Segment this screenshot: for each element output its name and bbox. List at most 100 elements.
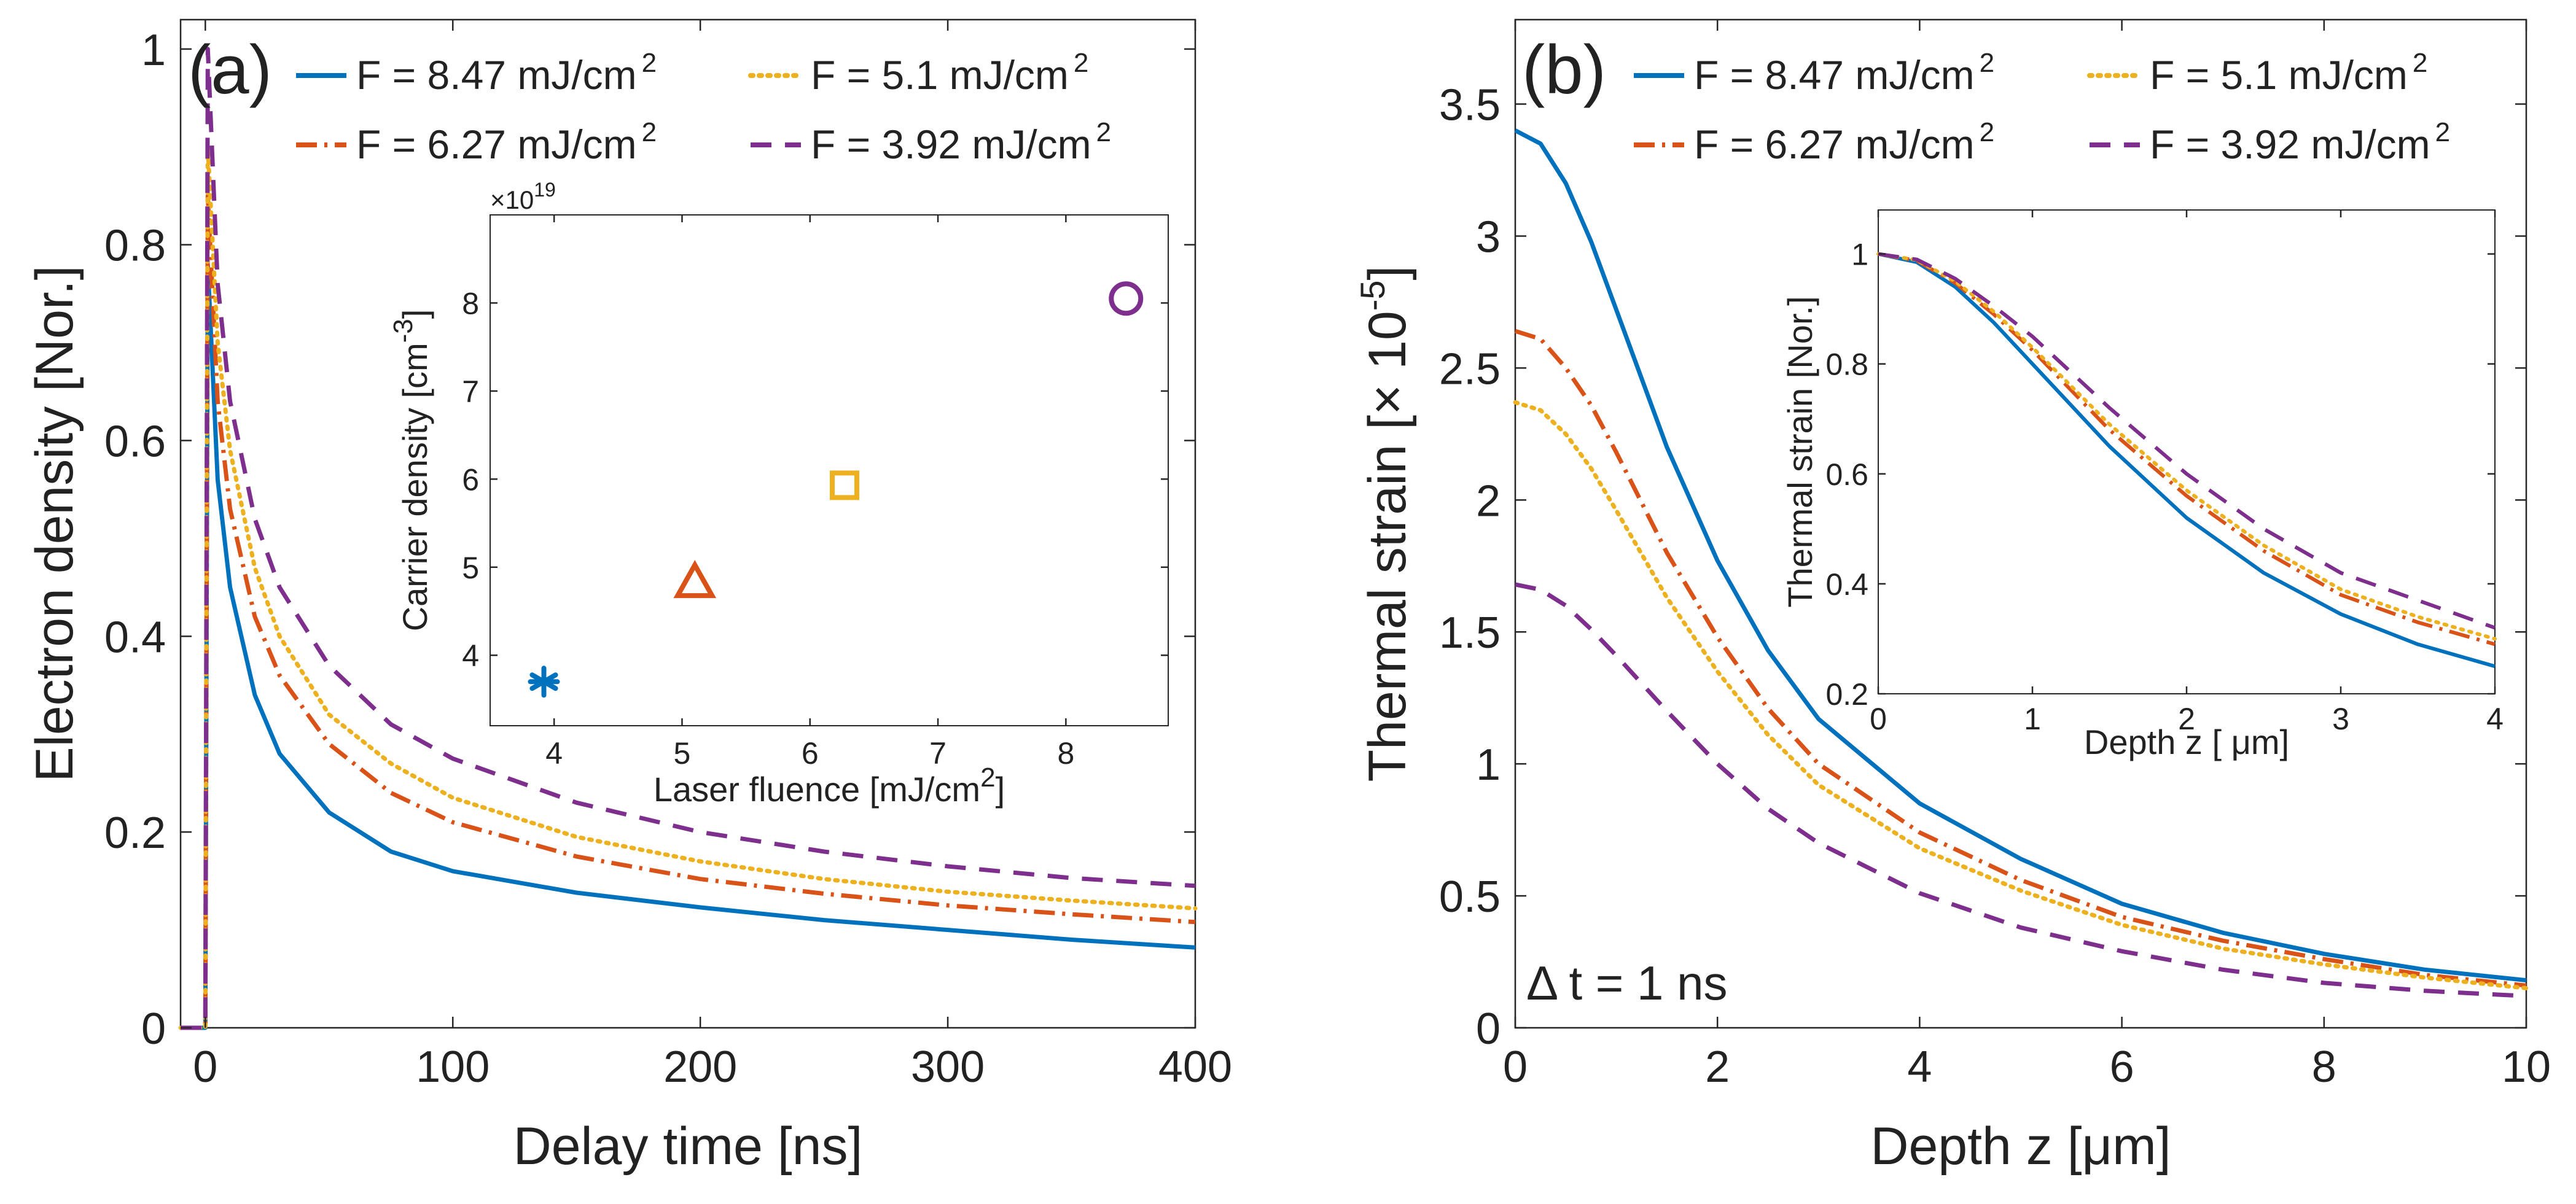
y-tick-label: 1.5 — [1439, 608, 1501, 658]
panel-b-inset-x-axis-title: Depth z [ μm] — [2084, 723, 2289, 761]
series-line-yellow — [178, 144, 1198, 1030]
panel-b-series-group — [1513, 128, 2529, 998]
panel-a-label: (a) — [188, 31, 272, 108]
inset-y-tick-label: 0.2 — [1825, 677, 1868, 712]
y-tick-label: 3 — [1476, 212, 1501, 262]
inset-y-tick-label: 1 — [1851, 238, 1868, 272]
y-tick-label: 2 — [1476, 476, 1501, 526]
panel-b-inset-series-group — [1876, 252, 2497, 669]
panel-b-inset-plot-area — [1878, 209, 2496, 694]
x-tick-label: 10 — [2502, 1043, 2551, 1092]
panel-b-inset: 0 1 2 3 4 0.2 0.4 0.6 0.8 1 Depth z [ μm] Therma… — [1781, 209, 2504, 761]
panel-b-legend: F = 8.47 mJ/cm 2 F = 5.1 mJ/cm 2 F = 6.27 mJ… — [1634, 48, 2450, 167]
panel-a-inset-y-ticks: 4 5 6 7 8 — [462, 286, 1168, 673]
inset-x-tick-label: 4 — [545, 736, 563, 771]
inset-x-tick-label: 0 — [1870, 702, 1887, 736]
inset-y-tick-label: 4 — [462, 639, 479, 673]
x-tick-label: 2 — [1705, 1043, 1730, 1092]
marker-triangle — [673, 559, 717, 599]
panel-b-x-axis-title: Depth z [μm] — [1870, 1117, 2171, 1176]
x-tick-label: 0 — [1503, 1043, 1528, 1092]
panel-b-y-ticks: 0 0.5 1 1.5 2 2.5 3 3.5 — [1439, 81, 2526, 1054]
panel-b-annotation: Δ t = 1 ns — [1526, 956, 1727, 1010]
legend-entry: F = 8.47 mJ/cm 2 — [1694, 48, 1994, 98]
marker-circle — [1109, 281, 1144, 316]
inset-x-tick-label: 6 — [802, 736, 819, 771]
panel-b-inset-x-ticks: 0 1 2 3 4 — [1870, 210, 2504, 736]
series-line-purple — [181, 47, 1196, 1030]
y-tick-label: 1 — [1476, 740, 1501, 790]
marker-square — [829, 470, 859, 500]
x-tick-label: 4 — [1907, 1043, 1932, 1092]
x-tick-label: 200 — [663, 1043, 737, 1092]
inset-series-line-yellow — [1876, 252, 2497, 641]
panel-a-legend: F = 8.47 mJ/cm 2 F = 5.1 mJ/cm 2 F = 6.27 mJ… — [296, 48, 1111, 167]
series-line-blue — [181, 262, 1196, 1030]
series-line-yellow — [1513, 400, 2529, 990]
panel-b-inset-y-axis-title: Thermal strain [Nor.] — [1781, 296, 1819, 607]
series-line-orange — [181, 193, 1196, 1030]
y-tick-label: 0.8 — [104, 222, 166, 271]
inset-x-tick-label: 1 — [2024, 702, 2041, 736]
legend-entry: F = 8.47 mJ/cm 2 — [356, 48, 657, 98]
inset-x-tick-label: 2 — [2178, 702, 2195, 736]
inset-y-tick-label: 0.8 — [1825, 348, 1868, 382]
panel-a-inset-x-axis-title: Laser fluence [mJ/cm2] — [654, 763, 1005, 809]
inset-x-tick-label: 5 — [674, 736, 691, 771]
panel-a-inset: 4 5 6 7 8 4 5 6 7 8 Laser fluence [mJ/cm2] Carri… — [388, 179, 1169, 809]
panel-b-inset-y-ticks: 0.2 0.4 0.6 0.8 1 — [1825, 238, 2495, 712]
x-tick-label: 400 — [1158, 1043, 1232, 1092]
legend-entry: F = 6.27 mJ/cm 2 — [1694, 117, 1994, 167]
panel-a-inset-plot-area — [490, 214, 1169, 726]
panel-a-inset-points — [528, 281, 1144, 698]
legend-entry: F = 6.27 mJ/cm 2 — [356, 117, 657, 167]
series-line-orange — [1514, 328, 2527, 988]
panel-a-x-ticks: 0 100 200 300 400 — [193, 20, 1232, 1092]
inset-y-tick-label: 5 — [462, 551, 479, 585]
x-tick-label: 8 — [2312, 1043, 2336, 1092]
inset-y-tick-label: 0.4 — [1825, 567, 1868, 602]
inset-series-line-purple — [1878, 252, 2496, 630]
x-tick-label: 100 — [416, 1043, 490, 1092]
y-tick-label: 0.6 — [104, 417, 166, 466]
inset-x-tick-label: 3 — [2332, 702, 2349, 736]
inset-y-tick-label: 8 — [462, 286, 479, 320]
series-line-blue — [1514, 128, 2527, 983]
x-tick-label: 0 — [193, 1043, 217, 1092]
panel-a-y-ticks: 0 0.2 0.4 0.6 0.8 1 — [104, 26, 1195, 1054]
panel-a-y-axis-title: Electron density [Nor.] — [25, 265, 84, 782]
panel-a-inset-y-axis-title: Carrier density [cm-3] — [388, 309, 434, 632]
inset-x-tick-label: 7 — [929, 736, 946, 771]
y-tick-label: 0.2 — [104, 809, 166, 858]
panel-b-label: (b) — [1522, 31, 1606, 108]
inset-y-tick-label: 7 — [462, 375, 479, 409]
inset-y-tick-label: 0.6 — [1825, 457, 1868, 492]
y-tick-label: 2.5 — [1439, 344, 1501, 394]
panel-b-y-axis-title: Thermal strain [× 10-5] — [1353, 266, 1417, 782]
panel-a-inset-exponent: ×1019 — [490, 179, 556, 214]
inset-series-line-blue — [1878, 252, 2496, 669]
y-tick-label: 0 — [1476, 1004, 1501, 1054]
series-line-purple — [1515, 582, 2527, 998]
legend-entry: F = 5.1 mJ/cm 2 — [811, 48, 1088, 98]
panel-a-x-axis-title: Delay time [ns] — [513, 1117, 863, 1176]
panel-b-x-ticks: 0 2 4 6 8 10 — [1503, 20, 2551, 1092]
inset-y-tick-label: 6 — [462, 462, 479, 497]
marker-asterisk — [528, 666, 560, 698]
panel-a-series-group — [178, 47, 1198, 1030]
panel-b: 0 2 4 6 8 10 00.511.522.533.5 Depth z [μm] Th… — [1353, 18, 2551, 1176]
y-tick-label: 1 — [141, 26, 166, 75]
x-tick-label: 300 — [911, 1043, 985, 1092]
panel-a: 0 100 200 300 400 0 0.2 0.4 0.6 0.8 1 Delay time … — [25, 18, 1232, 1176]
legend-entry: F = 5.1 mJ/cm 2 — [2150, 48, 2427, 98]
legend-entry: F = 3.92 mJ/cm 2 — [811, 117, 1111, 167]
inset-x-tick-label: 4 — [2486, 702, 2504, 736]
y-tick-label: 0.5 — [1439, 872, 1501, 922]
x-tick-label: 6 — [2110, 1043, 2134, 1092]
legend-entry: F = 3.92 mJ/cm 2 — [2150, 117, 2450, 167]
y-tick-label: 3.5 — [1439, 81, 1501, 130]
y-tick-label: 0.4 — [104, 613, 166, 662]
inset-x-tick-label: 8 — [1057, 736, 1074, 771]
y-tick-label: 0 — [141, 1004, 166, 1054]
